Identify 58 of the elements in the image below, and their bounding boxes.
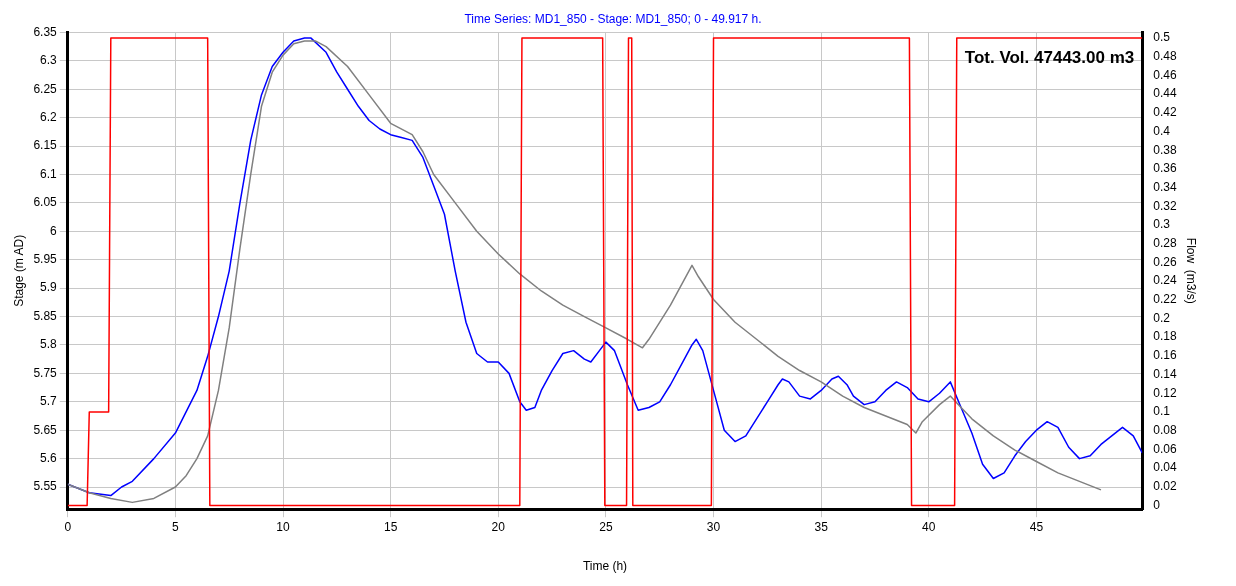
y2-tick-label: 0.32 bbox=[1153, 198, 1177, 213]
x-tick-label: 10 bbox=[276, 519, 290, 534]
y-tick-label: 6.3 bbox=[40, 53, 58, 68]
y2-tick-label: 0.36 bbox=[1153, 161, 1177, 176]
y-tick-label: 5.85 bbox=[33, 308, 58, 323]
y2-tick-label: 0.14 bbox=[1153, 366, 1177, 381]
y2-tick-label: 0.04 bbox=[1153, 460, 1177, 475]
x-tick-label: 35 bbox=[814, 519, 829, 534]
x-tick-label: 15 bbox=[383, 519, 398, 534]
y-tick-label: 5.6 bbox=[40, 450, 58, 465]
y-tick-label: 5.55 bbox=[33, 479, 58, 494]
x-tick-label: 40 bbox=[922, 519, 936, 534]
x-tick-label: 25 bbox=[599, 519, 613, 534]
y2-tick-label: 0.06 bbox=[1153, 441, 1177, 456]
x-tick-label: 0 bbox=[64, 519, 72, 534]
y-tick-label: 5.65 bbox=[33, 422, 58, 437]
y2-tick-label: 0.18 bbox=[1153, 329, 1177, 344]
y2-axis-title: Flow (m3/s) bbox=[1184, 237, 1199, 304]
y-tick-label: 6.25 bbox=[33, 81, 58, 96]
y2-tick-label: 0.5 bbox=[1153, 30, 1171, 45]
y-tick-label: 5.9 bbox=[40, 280, 58, 295]
x-axis-title: Time (h) bbox=[582, 559, 628, 574]
y2-tick-label: 0.26 bbox=[1153, 254, 1177, 269]
y2-tick-label: 0.4 bbox=[1153, 123, 1171, 138]
y-tick-label: 5.7 bbox=[40, 394, 58, 409]
x-tick-label: 5 bbox=[172, 519, 180, 534]
y2-tick-label: 0.12 bbox=[1153, 385, 1177, 400]
y2-tick-label: 0 bbox=[1153, 497, 1161, 512]
y2-tick-label: 0.22 bbox=[1153, 292, 1177, 307]
annotation: Tot. Vol. 47443.00 m3 bbox=[964, 48, 1135, 68]
y2-tick-label: 0.28 bbox=[1153, 236, 1177, 250]
y2-tick-label: 0.44 bbox=[1153, 86, 1177, 101]
y-tick-label: 6.1 bbox=[40, 166, 58, 181]
y-tick-label: 6.15 bbox=[33, 138, 58, 153]
y2-tick-label: 0.2 bbox=[1153, 310, 1171, 325]
y2-tick-label: 0.46 bbox=[1153, 67, 1177, 82]
y2-tick-label: 0.3 bbox=[1153, 217, 1171, 232]
y2-tick-label: 0.38 bbox=[1153, 142, 1177, 157]
y-tick-label: 6 bbox=[50, 223, 58, 238]
y2-tick-label: 0.34 bbox=[1153, 179, 1177, 194]
y2-tick-label: 0.02 bbox=[1153, 479, 1177, 494]
chart-title: Time Series: MD1_850 - Stage: MD1_850; 0 - 49.917 h. bbox=[464, 11, 762, 26]
y-tick-label: 6.05 bbox=[33, 195, 58, 210]
x-tick-label: 20 bbox=[491, 519, 506, 534]
y2-tick-label: 0.16 bbox=[1153, 348, 1177, 363]
y-tick-label: 5.95 bbox=[33, 252, 58, 267]
y2-tick-label: 0.24 bbox=[1153, 273, 1177, 288]
y2-tick-label: 0.1 bbox=[1153, 404, 1171, 419]
x-tick-label: 45 bbox=[1029, 519, 1044, 534]
x-tick-label: 30 bbox=[706, 519, 721, 534]
y-tick-label: 5.75 bbox=[33, 365, 58, 380]
y2-tick-label: 0.08 bbox=[1153, 422, 1177, 437]
y2-tick-label: 0.48 bbox=[1153, 49, 1177, 64]
y-axis-title: Stage (m AD) bbox=[11, 234, 26, 307]
y2-tick-label: 0.42 bbox=[1153, 105, 1177, 120]
y-tick-label: 5.8 bbox=[40, 337, 58, 352]
y-tick-label: 6.35 bbox=[33, 24, 58, 39]
y-tick-label: 6.2 bbox=[40, 109, 58, 124]
